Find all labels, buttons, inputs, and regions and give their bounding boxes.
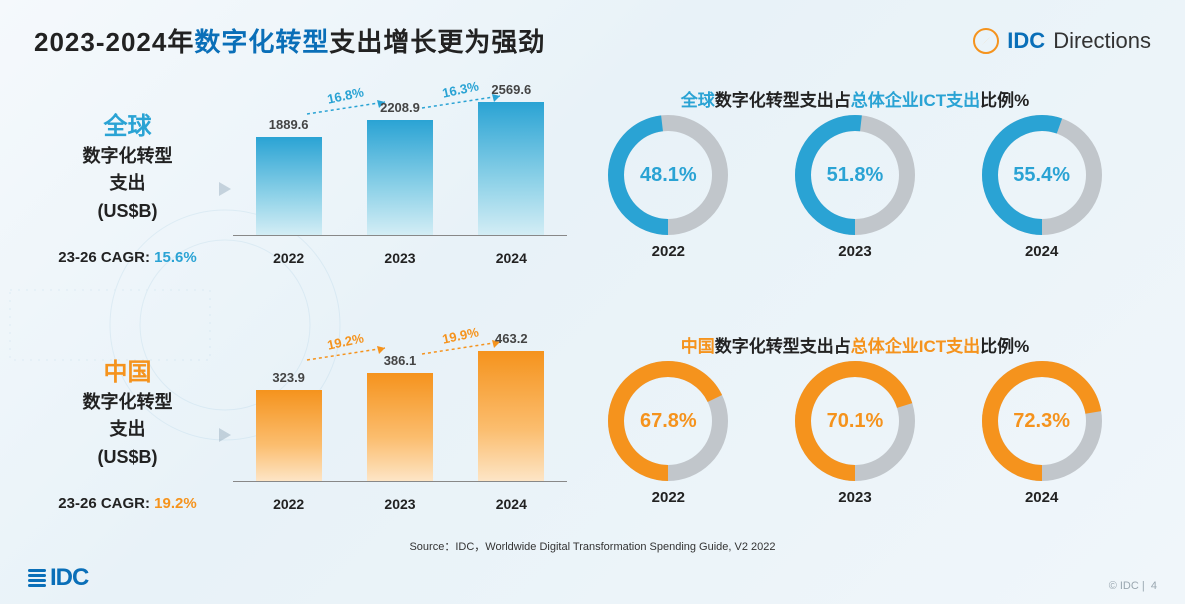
bar-value: 2569.6 (491, 82, 531, 97)
donut-percent: 51.8% (795, 115, 915, 235)
donut-chart: 48.1% (608, 115, 728, 235)
donut-chart: 55.4% (982, 115, 1102, 235)
global-bar-chart: 16.8%16.3% 1889.62208.92569.6 2022202320… (225, 86, 575, 256)
china-cagr: 23-26 CAGR: 19.2% (30, 495, 225, 512)
global-label-block: 全球 数字化转型 支出 (US$B) 23-26 CAGR: 15.6% (30, 86, 225, 266)
global-donut-title: 全球数字化转型支出占总体企业ICT支出比例% (575, 86, 1135, 111)
donut-cell: 51.8% 2023 (795, 115, 915, 260)
china-label-sub2: 支出 (30, 418, 225, 441)
donut-cell: 70.1% 2023 (795, 361, 915, 506)
bar-value: 463.2 (495, 331, 528, 346)
donut-percent: 72.3% (982, 361, 1102, 481)
bar-value: 2208.9 (380, 100, 420, 115)
title-pre: 2023-2024年 (34, 27, 194, 57)
donut-cell: 72.3% 2024 (982, 361, 1102, 506)
idc-footer-logo: IDC (28, 564, 88, 592)
donut-cell: 67.8% 2022 (608, 361, 728, 506)
global-label-sub1: 数字化转型 (30, 145, 225, 168)
donut-year: 2023 (838, 489, 871, 506)
donut-percent: 70.1% (795, 361, 915, 481)
donut-percent: 48.1% (608, 115, 728, 235)
bar: 386.1 (365, 373, 435, 481)
china-label-main: 中国 (30, 352, 225, 387)
donut-year: 2022 (652, 489, 685, 506)
global-label-sub3: (US$B) (30, 200, 225, 223)
brand-logo: IDC Directions (973, 28, 1151, 54)
donut-cell: 55.4% 2024 (982, 115, 1102, 260)
china-donut-title: 中国数字化转型支出占总体企业ICT支出比例% (575, 332, 1135, 357)
donut-chart: 70.1% (795, 361, 915, 481)
donut-cell: 48.1% 2022 (608, 115, 728, 260)
donut-year: 2024 (1025, 489, 1058, 506)
china-label-sub1: 数字化转型 (30, 391, 225, 414)
donut-year: 2024 (1025, 243, 1058, 260)
bar-category: 2024 (476, 250, 546, 266)
brand-text-directions: Directions (1053, 28, 1151, 54)
bar: 2569.6 (476, 102, 546, 235)
bar: 323.9 (254, 390, 324, 481)
donut-chart: 51.8% (795, 115, 915, 235)
bar-category: 2023 (365, 250, 435, 266)
global-cagr: 23-26 CAGR: 15.6% (30, 249, 225, 266)
compass-icon (973, 28, 999, 54)
global-label-main: 全球 (30, 106, 225, 141)
donut-chart: 67.8% (608, 361, 728, 481)
donut-chart: 72.3% (982, 361, 1102, 481)
page-number: © IDC | 4 (1109, 580, 1157, 592)
china-bar-chart: 19.2%19.9% 323.9386.1463.2 202220232024 (225, 332, 575, 502)
bar-value: 1889.6 (269, 117, 309, 132)
donut-year: 2023 (838, 243, 871, 260)
bar-category: 2022 (254, 496, 324, 512)
title-highlight: 数字化转型 (194, 27, 329, 57)
china-label-block: 中国 数字化转型 支出 (US$B) 23-26 CAGR: 19.2% (30, 332, 225, 512)
bar-category: 2024 (476, 496, 546, 512)
bar: 463.2 (476, 351, 546, 481)
bar-value: 323.9 (272, 370, 305, 385)
global-label-sub2: 支出 (30, 172, 225, 195)
brand-text-idc: IDC (1007, 28, 1045, 54)
title-post: 支出增长更为强劲 (329, 27, 545, 57)
bar: 2208.9 (365, 120, 435, 235)
stripes-icon (28, 569, 46, 587)
source-text: Source：IDC，Worldwide Digital Transformat… (0, 538, 1185, 554)
donut-year: 2022 (652, 243, 685, 260)
page-title: 2023-2024年数字化转型支出增长更为强劲 (34, 22, 545, 59)
china-label-sub3: (US$B) (30, 446, 225, 469)
donut-percent: 67.8% (608, 361, 728, 481)
donut-percent: 55.4% (982, 115, 1102, 235)
bar-value: 386.1 (384, 353, 417, 368)
bar-category: 2023 (365, 496, 435, 512)
bar: 1889.6 (254, 137, 324, 235)
bar-category: 2022 (254, 250, 324, 266)
